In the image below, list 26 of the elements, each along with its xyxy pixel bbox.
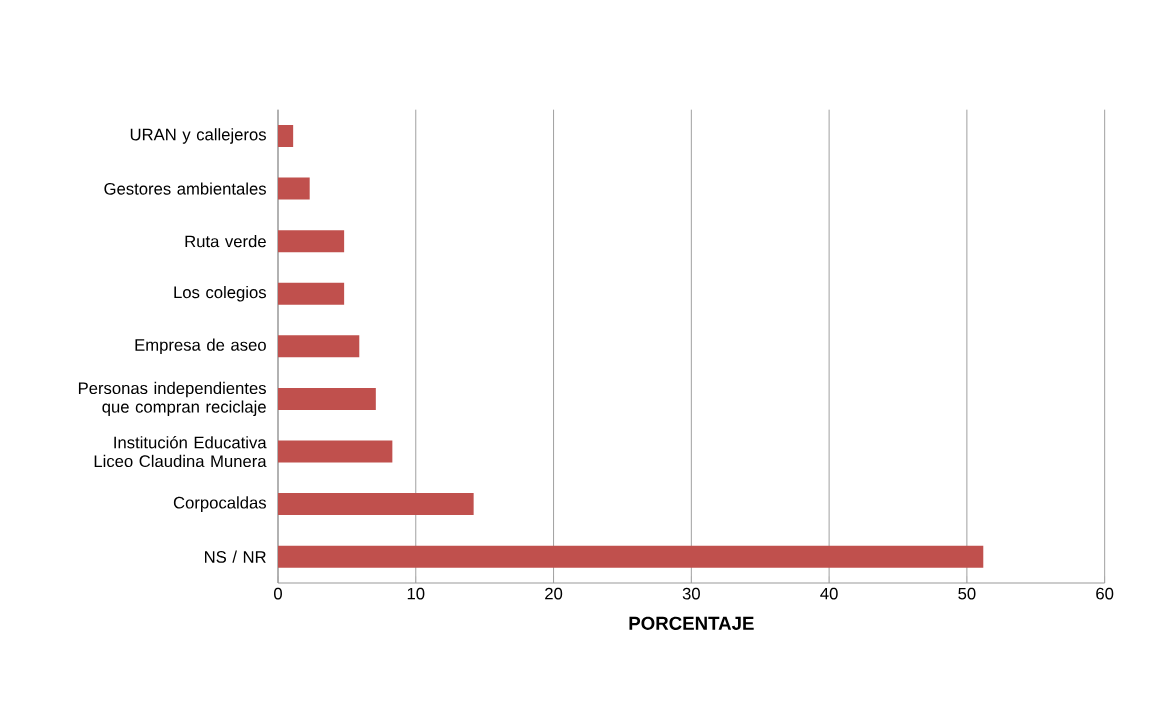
y-tick-label: Corpocaldas <box>173 496 266 512</box>
x-axis-title: PORCENTAJE <box>629 616 754 630</box>
x-tick-label: 0 <box>274 587 282 600</box>
y-tick-label: Gestores ambientales <box>104 182 266 195</box>
bar <box>278 440 393 463</box>
x-tick-label: 20 <box>545 587 563 600</box>
bar <box>278 282 345 305</box>
x-tick-label: 30 <box>682 587 700 600</box>
y-tick-label: NS / NR <box>205 550 266 563</box>
x-tick-label: 10 <box>407 587 425 600</box>
bar <box>278 545 984 568</box>
bar <box>278 177 310 200</box>
bar <box>278 230 345 253</box>
bar <box>278 124 294 147</box>
y-tick-label: Ruta verde <box>185 235 266 248</box>
y-tick-label: Los colegios <box>174 285 266 302</box>
y-tick-label: URAN y callejeros <box>130 128 266 144</box>
x-tick-label: 50 <box>958 587 976 600</box>
x-tick-label: 60 <box>1096 587 1114 600</box>
bar <box>278 335 360 358</box>
bar <box>278 493 474 516</box>
y-tick-label: Personas independientes que compran reciclaje <box>78 381 266 417</box>
y-tick-label: Institución Educativa Liceo Claudina Munera <box>94 435 267 468</box>
x-tick-label: 40 <box>820 587 838 600</box>
bar <box>278 387 376 410</box>
y-tick-label: Empresa de aseo <box>135 338 266 355</box>
